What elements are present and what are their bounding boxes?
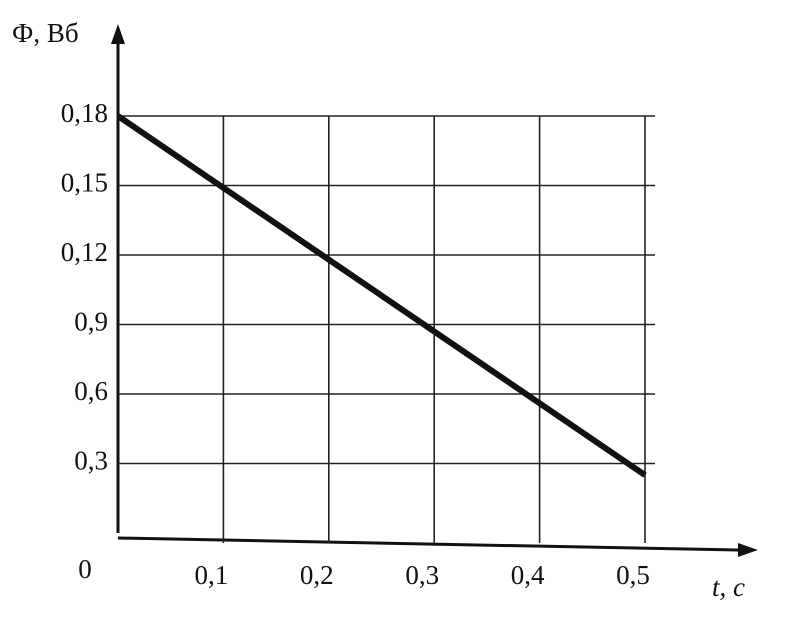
x-axis-label: t, с xyxy=(712,572,745,602)
data-line xyxy=(116,113,647,478)
y-tick-label: 0,12 xyxy=(61,237,108,267)
x-axis-arrow xyxy=(738,543,758,557)
origin-label: 0 xyxy=(78,554,92,584)
x-tick-label: 0,5 xyxy=(616,560,650,590)
y-axis-arrow xyxy=(111,24,125,44)
x-tick-label: 0,1 xyxy=(195,560,229,590)
x-tick-label: 0,3 xyxy=(405,560,439,590)
y-axis-label: Ф, Вб xyxy=(12,18,79,48)
y-tick-label: 0,6 xyxy=(74,376,108,406)
y-tick-label: 0,3 xyxy=(74,446,108,476)
y-tick-label: 0,9 xyxy=(74,307,108,337)
x-axis xyxy=(117,536,739,552)
y-tick-label: 0,15 xyxy=(61,168,108,198)
y-tick-label: 0,18 xyxy=(61,98,108,128)
x-tick-label: 0,4 xyxy=(511,560,545,590)
x-tick-label: 0,2 xyxy=(300,560,334,590)
